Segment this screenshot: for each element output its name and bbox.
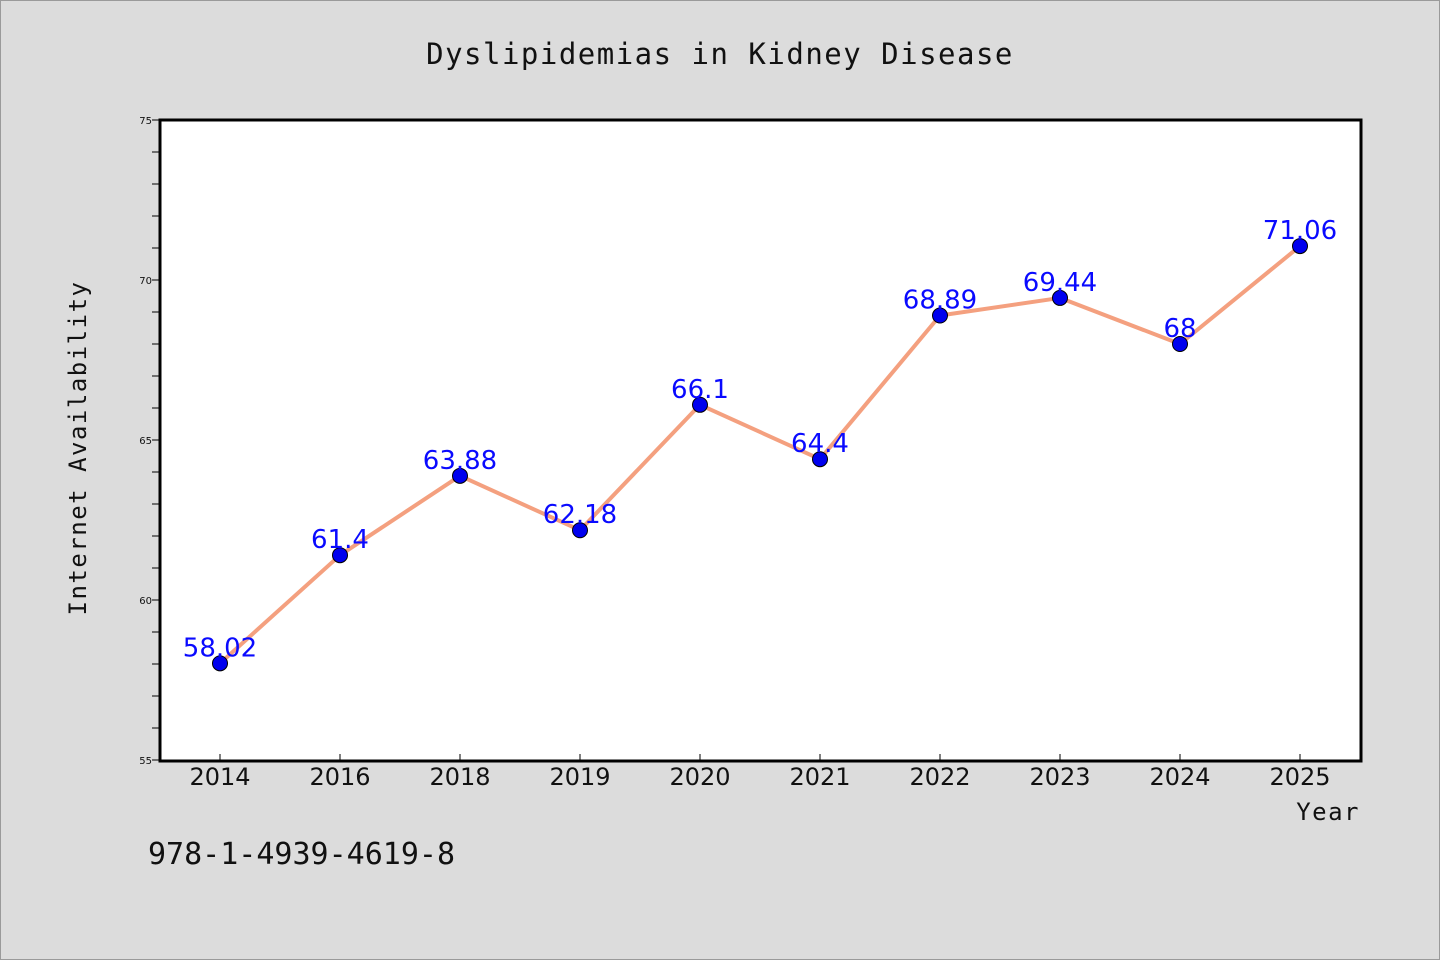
footnote-isbn: 978-1-4939-4619-8 bbox=[148, 837, 455, 872]
x-tick-label: 2020 bbox=[669, 763, 730, 791]
x-tick-label: 2018 bbox=[429, 763, 490, 791]
x-axis-ticks: 2014 2016 2018 2019 2020 2021 2022 2023 2024 2025 bbox=[189, 754, 1331, 791]
y-tick-label: 65 bbox=[139, 436, 152, 447]
data-label: 63.88 bbox=[423, 446, 497, 476]
data-label: 68 bbox=[1163, 314, 1196, 344]
x-tick-label: 2014 bbox=[189, 763, 250, 791]
data-label: 62.18 bbox=[543, 500, 617, 530]
x-axis-label: Year bbox=[1296, 798, 1360, 826]
data-point-marker bbox=[1292, 238, 1308, 255]
plot-area bbox=[158, 118, 1363, 763]
data-point-marker bbox=[1052, 289, 1068, 306]
data-label: 61.4 bbox=[311, 525, 369, 555]
data-point-marker bbox=[572, 522, 588, 539]
x-tick-label: 2022 bbox=[909, 763, 970, 791]
data-label: 64.4 bbox=[791, 429, 849, 459]
y-axis-label: Internet Availability bbox=[64, 281, 92, 616]
chart-title: Dyslipidemias in Kidney Disease bbox=[426, 37, 1014, 71]
y-tick-label: 60 bbox=[139, 596, 152, 607]
x-tick-label: 2021 bbox=[789, 763, 850, 791]
data-point-marker bbox=[332, 547, 348, 564]
series-line-group bbox=[212, 238, 1308, 672]
data-label: 71.06 bbox=[1263, 216, 1337, 246]
y-tick-label: 55 bbox=[139, 756, 152, 767]
x-tick-label: 2016 bbox=[309, 763, 370, 791]
data-point-marker bbox=[932, 307, 948, 324]
x-tick-label: 2025 bbox=[1269, 763, 1330, 791]
data-labels-group: 58.02 61.4 63.88 62.18 66.1 64.4 68.89 69.44 68 7… bbox=[183, 216, 1337, 663]
y-tick-label: 70 bbox=[139, 276, 152, 287]
y-axis-ticks: 55 60 65 70 75 bbox=[139, 116, 160, 767]
x-tick-label: 2019 bbox=[549, 763, 610, 791]
data-label: 68.89 bbox=[903, 286, 977, 316]
data-point-marker bbox=[1172, 336, 1188, 352]
series-line bbox=[218, 244, 1302, 665]
x-tick-label: 2024 bbox=[1149, 763, 1210, 791]
data-point-marker bbox=[452, 467, 468, 484]
data-label: 66.1 bbox=[671, 375, 729, 405]
data-point-marker bbox=[812, 451, 828, 468]
data-label: 58.02 bbox=[183, 633, 257, 663]
data-label: 69.44 bbox=[1023, 268, 1097, 298]
y-tick-label: 75 bbox=[139, 116, 152, 127]
data-point-marker bbox=[212, 655, 228, 672]
data-point-marker bbox=[692, 396, 708, 413]
x-tick-label: 2023 bbox=[1029, 763, 1090, 791]
